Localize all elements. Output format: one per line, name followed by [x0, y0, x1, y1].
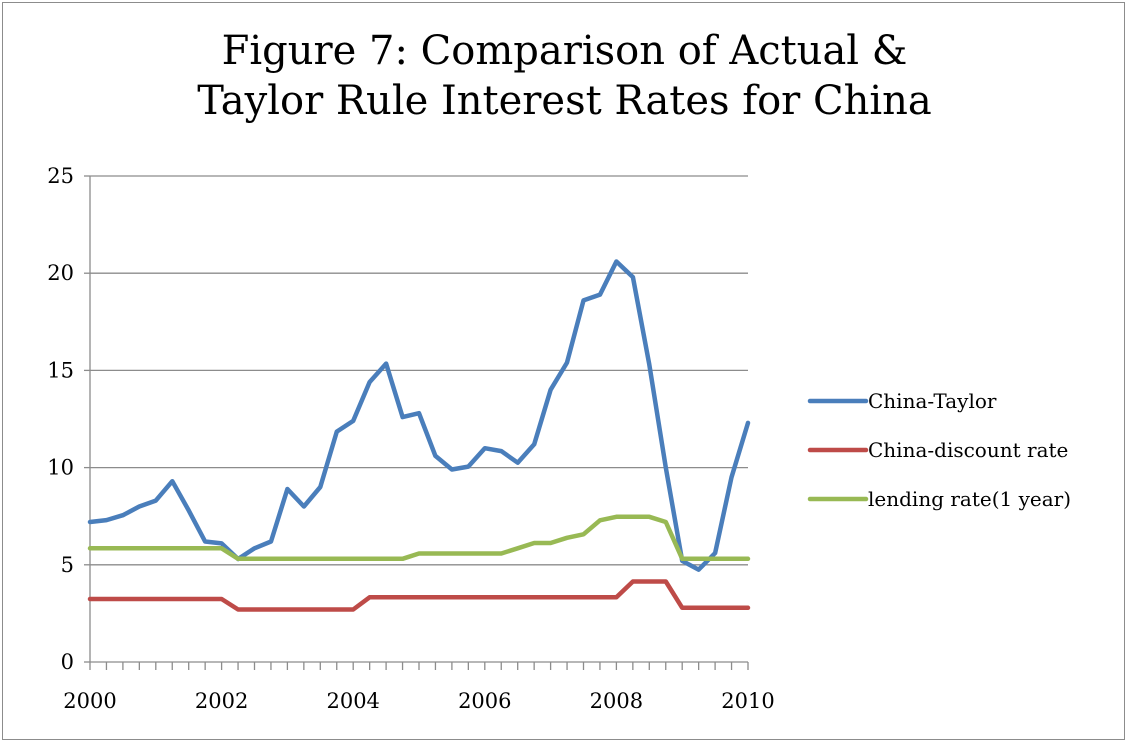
legend-label: China-discount rate [868, 438, 1068, 462]
chart-title: Figure 7: Comparison of Actual & Taylor … [0, 26, 1129, 126]
legend-label: China-Taylor [868, 389, 997, 413]
gridlines [90, 175, 748, 566]
series-line-lending-rate-1-year [87, 514, 751, 562]
y-tick-label: 25 [47, 164, 74, 188]
y-tick-label: 15 [47, 358, 74, 382]
series-lines [87, 259, 751, 612]
y-tick-label: 5 [61, 553, 74, 577]
x-tick-label: 2010 [721, 689, 774, 713]
y-tick-label: 10 [47, 456, 74, 480]
x-tick-label: 2004 [326, 689, 379, 713]
chart-title-line-2: Taylor Rule Interest Rates for China [197, 78, 932, 124]
x-tick-label: 2002 [195, 689, 248, 713]
axes: 0 5 10 15 20 25 2000 2002 2004 2006 2008 2010 [47, 164, 774, 713]
x-tick-label: 2006 [458, 689, 511, 713]
legend-label: lending rate(1 year) [868, 487, 1071, 511]
legend: China-Taylor China-discount rate lending r… [807, 389, 1071, 511]
x-tick-label: 2008 [590, 689, 643, 713]
x-tick-label: 2000 [63, 689, 116, 713]
series-line-china-taylor [87, 259, 751, 572]
series-line-china-discount-rate [87, 579, 751, 612]
y-tick-label: 0 [61, 650, 74, 674]
y-tick-label: 20 [47, 261, 74, 285]
chart-title-line-1: Figure 7: Comparison of Actual & [221, 28, 908, 74]
